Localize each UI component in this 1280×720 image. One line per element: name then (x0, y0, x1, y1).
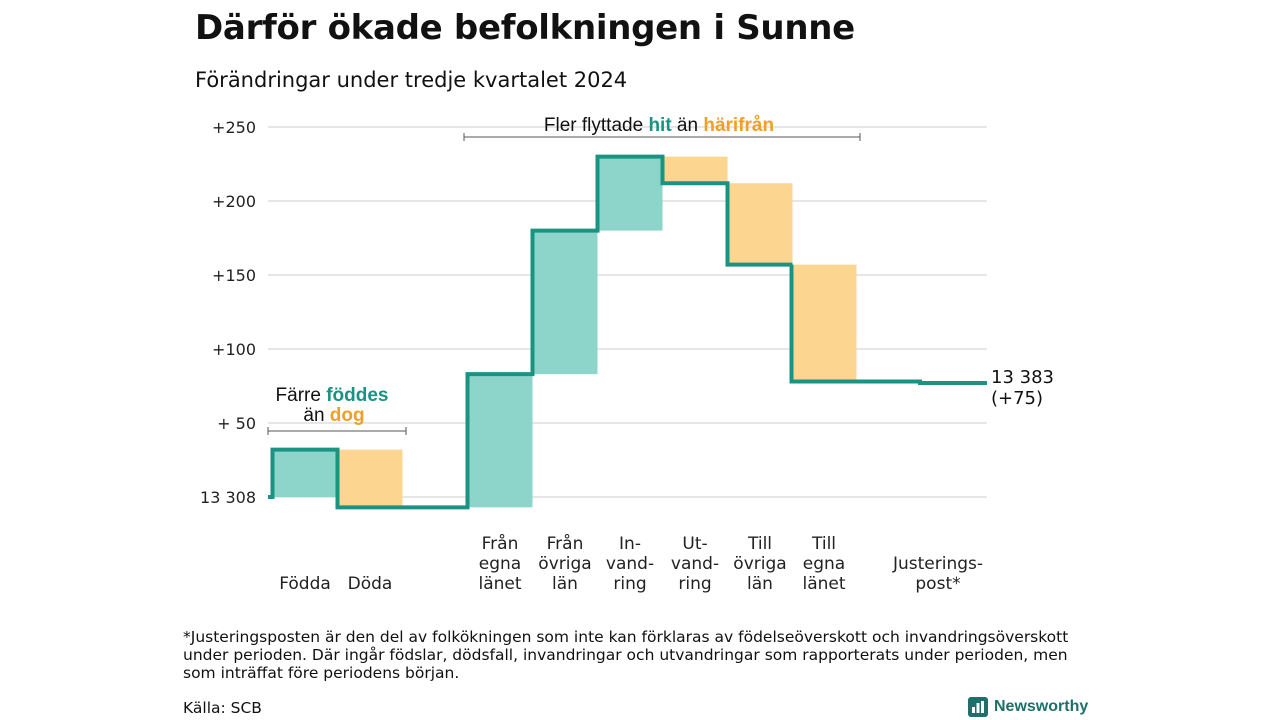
annotations: Färre föddes än dog Fler flyttade hit än… (267, 115, 861, 435)
category-label-8-0: Justerings- (892, 554, 983, 574)
brand-logo: Newsworthy (968, 697, 1088, 717)
category-label-3-0: Från (547, 533, 584, 554)
category-label-8-1: post* (915, 574, 960, 594)
y-axis-ticks: 13 308 + 50 +100 +150 +200 +250 (200, 118, 256, 507)
category-label-6-1: övriga (733, 554, 786, 574)
y-tick-label: 13 308 (200, 488, 256, 507)
bar-0 (272, 449, 338, 497)
annotation-births-line2: än dog (303, 405, 364, 426)
y-tick-label: +150 (212, 266, 256, 285)
source-label: Källa: SCB (183, 699, 262, 717)
y-tick-label: +250 (212, 118, 256, 137)
annotation-births-text-a: Färre (276, 385, 327, 406)
category-labels: Födda DödaFrånegnalänetFrånövrigalänIn-va… (279, 533, 983, 594)
chart-subtitle: Förändringar under tredje kvartalet 2024 (195, 68, 628, 92)
y-tick-label: +200 (212, 192, 256, 211)
category-label-2-2: länet (478, 574, 521, 594)
step-line (268, 154, 987, 510)
category-label-4-2: ring (613, 574, 646, 594)
category-label-5-0: Ut- (682, 534, 707, 554)
category-label-7-0: Till (811, 534, 836, 554)
category-label-2-0: Från (482, 533, 519, 554)
category-label-6-2: län (747, 574, 773, 594)
category-label-4-1: vand- (606, 554, 654, 574)
bar-6 (727, 183, 793, 265)
category-label-3-2: län (552, 574, 578, 594)
annotation-births-text-b: föddes (326, 385, 388, 406)
bar-5 (662, 156, 728, 184)
footnote: *Justeringsposten är den del av folkökni… (183, 628, 1069, 682)
category-label-7-1: egna (803, 554, 845, 574)
bar-4 (597, 156, 663, 231)
y-tick-label: +100 (212, 340, 256, 359)
category-label-7-2: länet (802, 574, 845, 594)
category-label-5-1: vand- (671, 554, 719, 574)
annotation-moves-text-a: Fler flyttade (544, 115, 649, 136)
bar-7 (791, 264, 857, 382)
category-label-3-1: övriga (538, 554, 591, 574)
end-value-label: 13 383 (991, 367, 1054, 388)
bar-2 (467, 374, 533, 508)
annotation-births-text-d: dog (330, 405, 365, 426)
chart-title: Därför ökade befolkningen i Sunne (195, 8, 855, 48)
bar-chart-icon (968, 697, 988, 717)
bar-1 (337, 449, 403, 508)
end-change-label: (+75) (991, 388, 1043, 409)
annotation-moves-text-d: härifrån (703, 115, 774, 136)
annotation-moves-text-b: hit (648, 115, 672, 136)
bar-3 (532, 230, 598, 375)
bars (272, 156, 857, 508)
annotation-moves-text-c: än (672, 115, 704, 136)
category-label-1-0: Döda (348, 574, 393, 594)
category-label-5-2: ring (678, 574, 711, 594)
annotation-births-line1: Färre föddes (276, 385, 389, 406)
category-label-6-0: Till (747, 534, 772, 554)
category-label-2-1: egna (479, 554, 521, 574)
category-label-4-0: In- (619, 534, 641, 554)
brand-name: Newsworthy (994, 698, 1089, 715)
y-tick-label: + 50 (217, 414, 256, 433)
step-line-path (268, 154, 987, 510)
annotation-moves: Fler flyttade hit än härifrån (544, 115, 774, 136)
category-label-0-0: Födda (279, 574, 331, 594)
annotation-births-text-c: än (303, 405, 329, 426)
